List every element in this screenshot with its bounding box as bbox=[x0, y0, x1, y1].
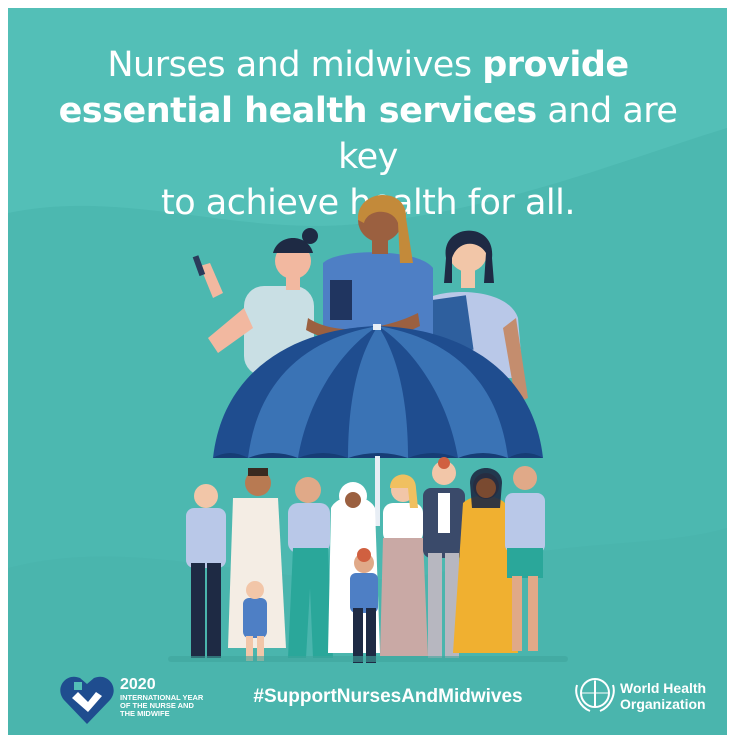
year-logo-year: 2020 bbox=[120, 676, 156, 693]
headline-part2: and are key bbox=[338, 91, 678, 177]
who-name-line1: World Health bbox=[620, 680, 707, 696]
who-name-line2: Organization bbox=[620, 696, 706, 712]
headline-bold1: provide bbox=[482, 45, 629, 85]
umbrella bbox=[213, 324, 543, 526]
year-logo-subtitle-line3: THE MIDWIFE bbox=[120, 709, 170, 718]
hashtag-text: #SupportNursesAndMidwives bbox=[253, 686, 523, 707]
poster: Nurses and midwives provide essential he… bbox=[8, 8, 727, 735]
who-name: World Health Organization bbox=[620, 680, 706, 712]
midwife-center-figure bbox=[306, 194, 433, 342]
who-emblem-icon bbox=[575, 678, 615, 712]
headline-bold2: essential health services bbox=[58, 91, 538, 131]
year-of-nurse-logo-icon bbox=[60, 676, 114, 724]
crowd-figures bbox=[186, 457, 545, 663]
headline-part1: Nurses and midwives bbox=[107, 45, 483, 85]
year-logo-subtitle-line1: INTERNATIONAL YEAR bbox=[120, 693, 204, 702]
year-logo-subtitle-line2: OF THE NURSE AND bbox=[120, 701, 194, 710]
year-logo-subtitle: INTERNATIONAL YEAR OF THE NURSE AND THE … bbox=[120, 694, 230, 718]
health-workers-illustration bbox=[168, 194, 568, 663]
